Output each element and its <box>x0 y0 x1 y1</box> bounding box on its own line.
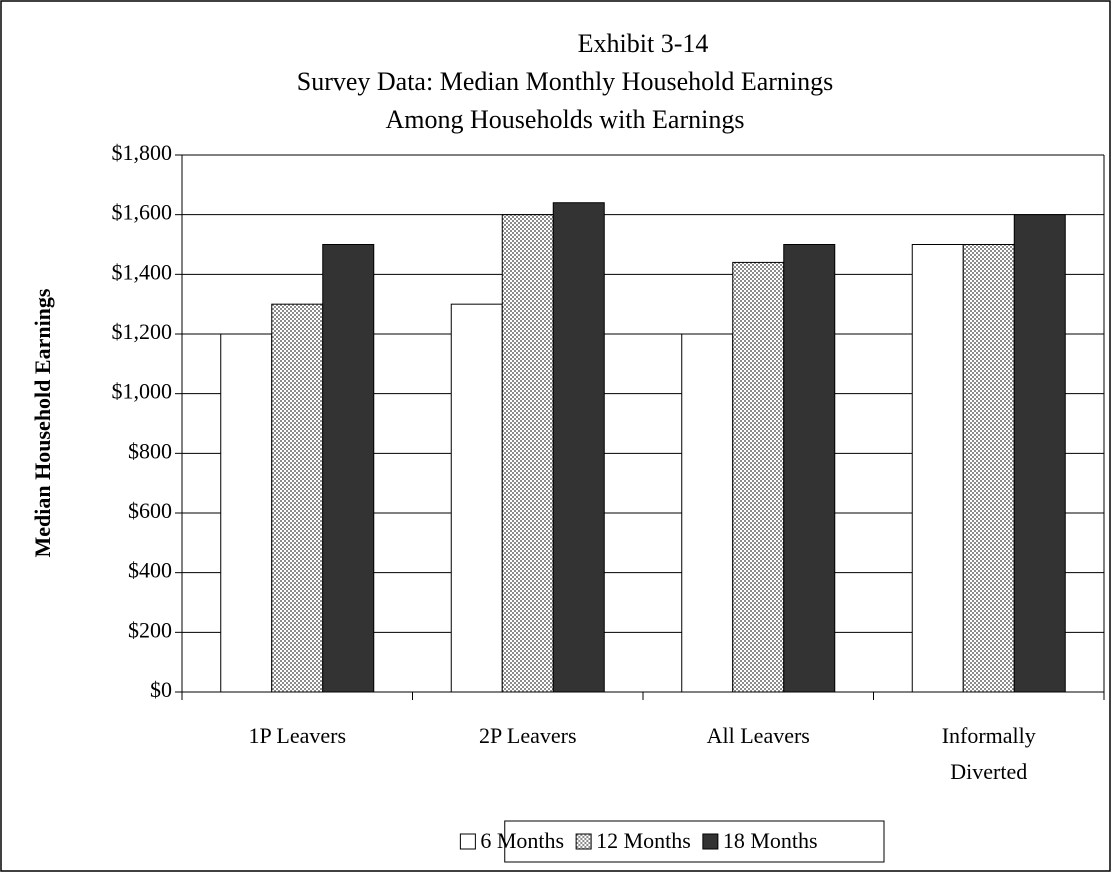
bar <box>271 303 324 693</box>
y-tick-label: $600 <box>128 498 172 523</box>
legend: 6 Months 12 Months 18 Months <box>459 820 885 863</box>
legend-label: 12 Months <box>596 828 691 853</box>
y-tick-label: $0 <box>150 677 172 702</box>
bar <box>322 244 375 693</box>
bar <box>962 244 1015 693</box>
legend-label: 18 Months <box>723 828 818 853</box>
chart-title: Among Households with Earnings <box>386 105 745 134</box>
bar <box>552 202 605 693</box>
x-tick-label: 2P Leavers <box>478 723 577 748</box>
bar <box>911 244 964 693</box>
x-tick-label: All Leavers <box>706 723 810 748</box>
y-tick-label: $1,600 <box>112 200 173 225</box>
y-axis-label: Median Household Earnings <box>30 288 55 557</box>
x-tick-label-box: All Leavers <box>706 723 810 748</box>
y-tick-label: $1,400 <box>112 259 173 284</box>
x-tick-label-box: 1P Leavers <box>248 723 347 748</box>
x-tick-label: 1P Leavers <box>248 723 347 748</box>
bar <box>732 261 785 693</box>
bar <box>681 333 734 693</box>
legend-swatch <box>459 833 476 850</box>
bar <box>450 303 503 693</box>
chart-title: Survey Data: Median Monthly Household Ea… <box>297 67 834 96</box>
legend-swatch <box>702 833 719 850</box>
bar <box>220 333 273 693</box>
y-tick-label: $800 <box>128 438 172 463</box>
legend-box <box>504 820 885 863</box>
x-tick-label: Informally Diverted <box>941 723 1036 784</box>
y-tick-label: $1,800 <box>112 140 173 165</box>
x-tick-label-box: Informally Diverted <box>941 723 1036 784</box>
y-tick-label: $200 <box>128 617 172 642</box>
legend-label: 6 Months <box>480 828 564 853</box>
x-tick-label-box: 2P Leavers <box>478 723 577 748</box>
y-tick-label: $400 <box>128 558 172 583</box>
legend-swatch <box>575 833 592 850</box>
bar <box>1013 214 1066 693</box>
y-tick-label: $1,000 <box>112 379 173 404</box>
bar <box>501 214 554 693</box>
chart-title: Exhibit 3-14 <box>578 29 709 58</box>
y-tick-label: $1,200 <box>112 319 173 344</box>
bar <box>783 244 836 693</box>
